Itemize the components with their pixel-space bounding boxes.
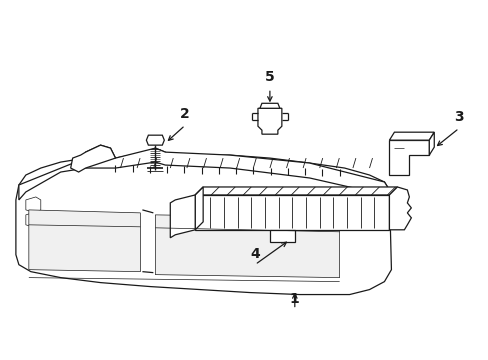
Polygon shape — [428, 132, 433, 155]
Polygon shape — [269, 230, 294, 242]
Polygon shape — [195, 195, 388, 230]
Polygon shape — [26, 197, 41, 213]
Polygon shape — [71, 145, 115, 172]
Polygon shape — [19, 148, 388, 200]
Text: 2: 2 — [180, 107, 190, 121]
Polygon shape — [195, 187, 397, 195]
Polygon shape — [195, 187, 203, 230]
Polygon shape — [170, 195, 195, 238]
Polygon shape — [155, 215, 339, 278]
Text: 5: 5 — [264, 70, 274, 84]
Polygon shape — [16, 145, 390, 294]
Polygon shape — [388, 187, 410, 230]
Text: 4: 4 — [249, 247, 259, 261]
Polygon shape — [260, 103, 279, 108]
Polygon shape — [26, 212, 41, 228]
Polygon shape — [146, 135, 164, 145]
Text: 3: 3 — [453, 110, 463, 124]
Polygon shape — [388, 132, 433, 140]
Polygon shape — [388, 140, 428, 175]
Polygon shape — [258, 108, 281, 134]
Polygon shape — [29, 210, 140, 272]
Text: 1: 1 — [289, 292, 299, 306]
